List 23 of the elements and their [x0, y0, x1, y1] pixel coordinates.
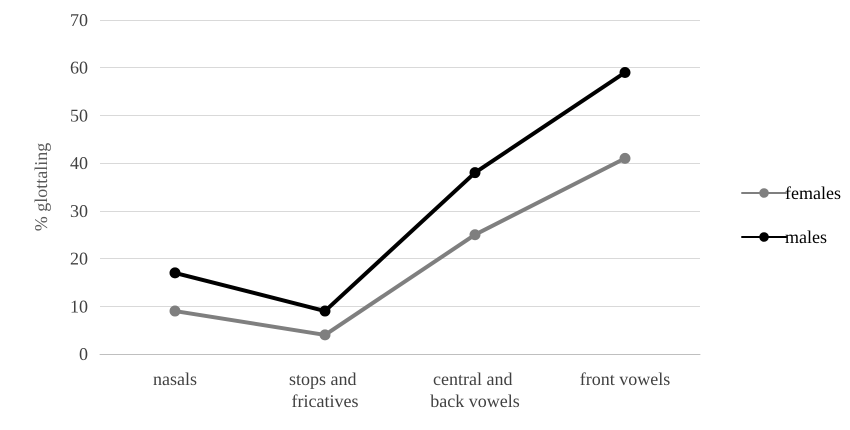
y-tick-label: 50 [70, 105, 88, 126]
point [620, 66, 630, 78]
point [320, 329, 330, 340]
y-tick-label: 10 [70, 296, 88, 316]
x-tick-label: central and back vowels [430, 369, 520, 411]
y-tick-label: 40 [70, 153, 88, 174]
y-tick-label: 70 [70, 10, 88, 30]
point [170, 267, 180, 278]
point [620, 152, 630, 164]
x-tick-label: nasals [153, 369, 197, 389]
point [470, 167, 480, 178]
point [170, 306, 180, 317]
y-tick-label: 60 [70, 58, 88, 78]
y-tick-label: 0 [79, 344, 88, 364]
point [320, 306, 330, 317]
y-axis-title: % glottaling [31, 142, 51, 232]
x-tick-label: front vowels [580, 369, 670, 389]
y-tick-label: 20 [70, 248, 88, 269]
x-tick-label: stops and fricatives [289, 369, 361, 411]
legend-label: females [785, 183, 841, 203]
y-tick-label: 30 [70, 200, 88, 221]
legend-label: males [785, 227, 828, 247]
point [470, 229, 480, 240]
